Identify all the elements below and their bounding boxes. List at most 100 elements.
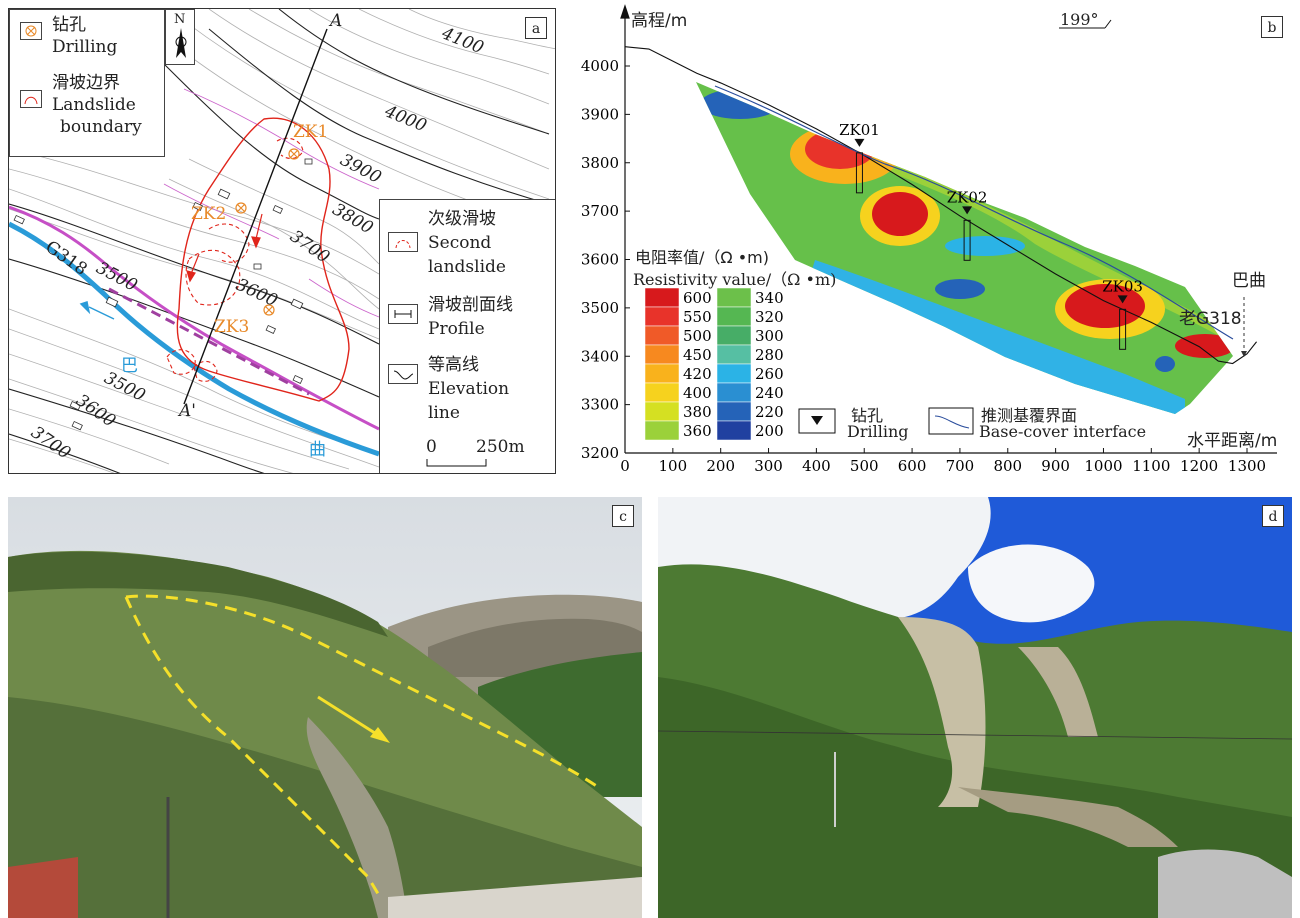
direction-tick — [1104, 19, 1112, 29]
scale-label: 400 — [683, 384, 712, 402]
scale-label: 380 — [683, 403, 712, 421]
x-ticks: 0 100 200 300 400 500 600 700 800 900 1000 1100 1200… — [620, 448, 1266, 475]
profile-line — [183, 28, 328, 405]
scale-swatch — [644, 344, 680, 365]
profile-legend-cn: 滑坡剖面线 — [428, 295, 513, 315]
profile-swatch — [388, 304, 418, 324]
foreground-wall — [388, 877, 642, 918]
base-cover-interface — [714, 85, 1234, 340]
photo-overview-image — [8, 497, 642, 918]
second-legend-cn: 次级滑坡 — [428, 209, 496, 229]
river-label-1: 巴 — [121, 356, 138, 376]
ground-surface-line — [624, 46, 1258, 365]
legend-title-cn: 电阻率值/（Ω •m) — [635, 248, 769, 267]
y-tick-label: 3300 — [581, 396, 619, 414]
contour-legend-cn: 等高线 — [428, 355, 479, 375]
legend-title-en: Resistivity value/（Ω •m) — [633, 270, 837, 289]
second-legend-en1: Second — [428, 233, 492, 253]
river-label-2: 曲 — [309, 440, 326, 460]
baqu-arrow — [1241, 351, 1247, 357]
north-arrow-box: N — [165, 9, 195, 65]
x-tick-label: 800 — [993, 457, 1022, 474]
landslide-map-panel: A A' ZK1 ZK2 ZK3 G318 巴 曲 4100 4000 3900… — [8, 8, 556, 474]
resistivity-chart: 0 100 200 300 400 500 600 700 800 900 1000 1100 1200… — [581, 4, 1277, 475]
interface-legend-en: Base-cover interface — [979, 422, 1147, 441]
borehole-column — [855, 152, 863, 194]
resistivity-profile-panel: 0 100 200 300 400 500 600 700 800 900 1000 1100 1200… — [565, 4, 1295, 475]
x-tick-label: 1000 — [1084, 457, 1122, 474]
interface-legend-line — [934, 415, 970, 429]
zk2-label: ZK2 — [191, 204, 227, 224]
scale-bar — [426, 459, 487, 467]
zk3-label: ZK3 — [214, 317, 250, 337]
y-tick-label: 3500 — [581, 299, 619, 317]
profile-start-label: A — [330, 11, 343, 31]
landslide-photo-closeup: d — [658, 497, 1292, 918]
g318-road — [9, 205, 380, 431]
power-line — [658, 730, 1292, 740]
boundary-legend-en1: Landslide — [52, 95, 136, 115]
scale-swatch — [644, 363, 680, 384]
borehole-label: ZK02 — [947, 188, 988, 206]
scale-label: 600 — [683, 289, 712, 307]
contour-legend-en1: Elevation — [428, 379, 510, 399]
scale-label: 260 — [755, 365, 784, 383]
y-axis-label: 高程/m — [631, 11, 688, 31]
y-tick-label: 3800 — [581, 154, 619, 172]
x-tick-label: 500 — [850, 457, 879, 474]
scale-swatch — [716, 306, 752, 327]
scale-swatch — [644, 325, 680, 346]
map-legend-top: 钻孔 Drilling 滑坡边界 Landslide boundary — [9, 9, 165, 157]
boreholes: ZK01 ZK02 ZK03 — [839, 121, 1143, 350]
scale-label: 200 — [755, 422, 784, 440]
panel-b-letter: b — [1261, 16, 1283, 38]
scale-label: 300 — [755, 327, 784, 345]
y-tick-label: 3600 — [581, 251, 619, 269]
y-tick-label: 4000 — [581, 57, 619, 75]
scale-label: 420 — [683, 365, 712, 383]
drill-legend-cn: 钻孔 — [851, 406, 884, 425]
second-landslide-icon — [395, 240, 411, 249]
landslide-photo-overview: c — [8, 497, 642, 918]
scale-swatch — [716, 344, 752, 365]
contour-icon — [393, 370, 414, 380]
borehole-column — [1119, 308, 1127, 350]
second-landslide-swatch — [388, 232, 418, 252]
scale-label: 280 — [755, 346, 784, 364]
x-tick-label: 200 — [706, 457, 735, 474]
map-legend-bottom: 次级滑坡 Second landslide 滑坡剖面线 Profile 等高线 … — [379, 199, 555, 473]
north-arrow-icon — [175, 28, 187, 58]
landslide-boundary — [176, 117, 350, 402]
scale-swatch — [716, 401, 752, 422]
zk1-label: ZK1 — [293, 122, 329, 142]
scale-label: 550 — [683, 308, 712, 326]
boundary-legend-cn: 滑坡边界 — [52, 73, 120, 93]
scale-label: 320 — [755, 308, 784, 326]
contour-legend-en2: line — [428, 403, 460, 423]
contour-swatch — [388, 364, 418, 384]
x-tick-label: 900 — [1041, 457, 1070, 474]
scale-swatch — [716, 382, 752, 403]
x-tick-label: 1300 — [1228, 457, 1266, 474]
boundary-legend-icon — [24, 96, 38, 105]
y-tick-label: 3900 — [581, 105, 619, 123]
scale-250: 250m — [476, 437, 525, 457]
scale-swatch — [716, 287, 752, 308]
slide-direction-arrowhead — [370, 727, 390, 743]
scale-label: 500 — [683, 327, 712, 345]
scale-label: 340 — [755, 289, 784, 307]
borehole-marker — [1117, 295, 1128, 304]
old-g318-label: 老G318 — [1179, 309, 1242, 329]
roof-building — [8, 857, 78, 918]
landslide-contours — [163, 88, 380, 318]
y-tick-label: 3200 — [581, 444, 619, 462]
borehole-label: ZK01 — [839, 121, 880, 139]
baqu-label: 巴曲 — [1232, 271, 1266, 291]
scale-label: 360 — [683, 422, 712, 440]
y-tick-label: 3400 — [581, 347, 619, 365]
scale-label: 240 — [755, 384, 784, 402]
scale-swatch — [716, 325, 752, 346]
movement-arrows — [186, 213, 263, 283]
resistivity-scale: 6005505004504204003803603403203002802602… — [644, 287, 784, 441]
x-tick-label: 1200 — [1180, 457, 1218, 474]
